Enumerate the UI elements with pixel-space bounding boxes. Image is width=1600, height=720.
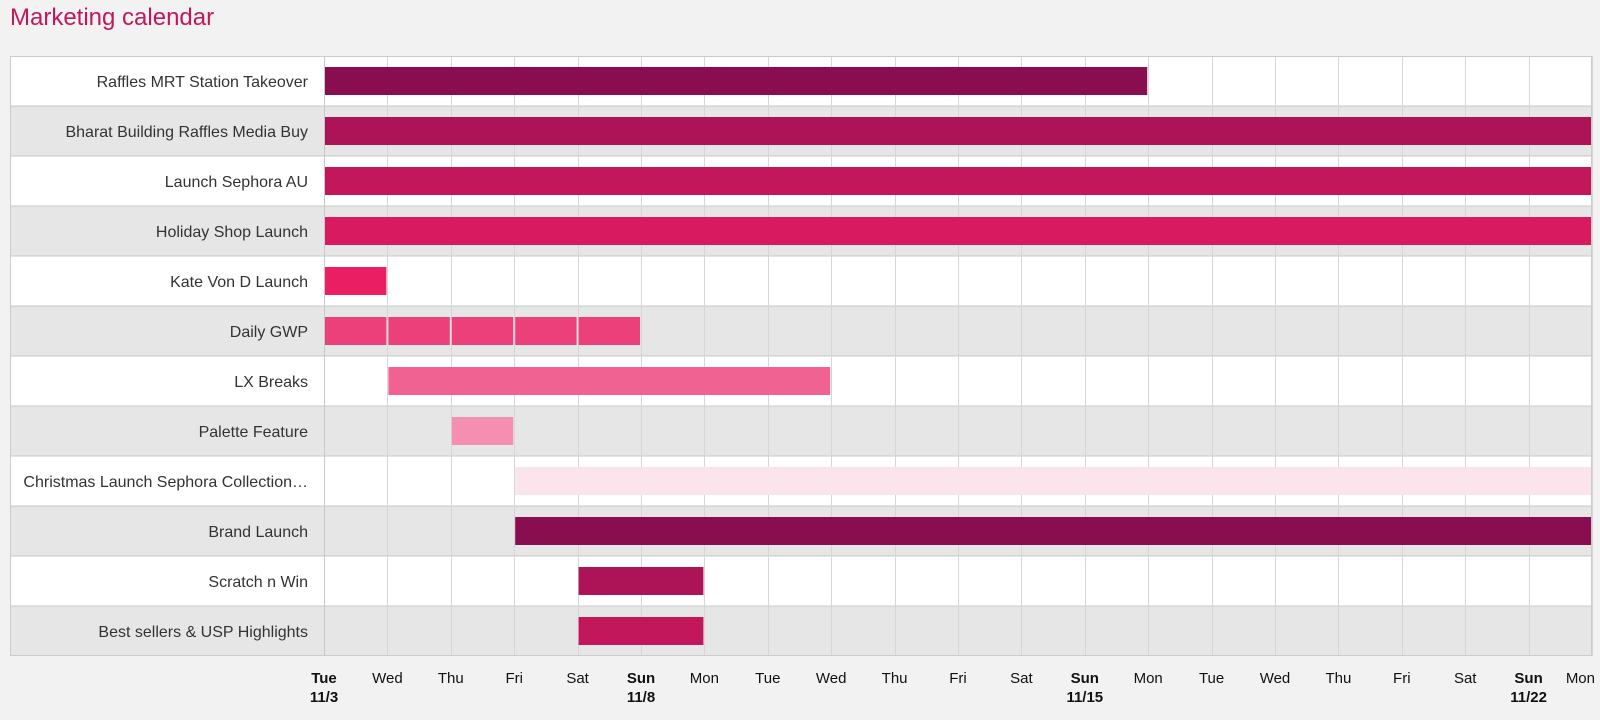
row-label: Brand Launch <box>208 524 308 541</box>
x-tick-day: Fri <box>1393 670 1411 687</box>
x-tick-day: Wed <box>816 670 847 687</box>
x-tick-day: Tue <box>311 670 337 687</box>
task-bar[interactable] <box>325 67 1148 95</box>
x-tick-day: Thu <box>882 670 908 687</box>
task-bar[interactable] <box>325 217 1591 245</box>
page-title: Marketing calendar <box>10 4 215 31</box>
x-tick-day: Sun <box>1071 670 1099 687</box>
row-background <box>10 306 1592 356</box>
row-label: Raffles MRT Station Takeover <box>97 74 309 91</box>
task-bar[interactable] <box>325 317 387 345</box>
x-tick-date: 11/22 <box>1510 689 1547 706</box>
row-label: Holiday Shop Launch <box>156 224 308 241</box>
task-bar[interactable] <box>325 167 1591 195</box>
row-label: Daily GWP <box>230 324 308 341</box>
row-label: Launch Sephora AU <box>165 174 308 191</box>
x-tick-date: 11/3 <box>310 689 338 706</box>
x-tick-day: Wed <box>372 670 403 687</box>
x-tick-day: Thu <box>438 670 464 687</box>
x-tick-day: Sun <box>627 670 655 687</box>
x-tick-day: Mon <box>1134 670 1163 687</box>
row-labels: Raffles MRT Station Takeover Bharat Build… <box>23 74 308 641</box>
x-tick-date: 11/15 <box>1066 689 1103 706</box>
task-bar[interactable] <box>515 467 1592 495</box>
task-bar[interactable] <box>515 317 577 345</box>
x-tick-day: Fri <box>949 670 967 687</box>
row-label: Scratch n Win <box>208 574 308 591</box>
x-tick-day: Sat <box>1010 670 1033 687</box>
x-tick-day: Sun <box>1514 670 1542 687</box>
grid-lines <box>324 56 1593 656</box>
row-label: Christmas Launch Sephora Collection… <box>23 474 308 491</box>
row-label: LX Breaks <box>234 374 308 391</box>
task-bar[interactable] <box>388 317 450 345</box>
task-bar[interactable] <box>578 567 704 595</box>
row-background <box>10 606 1592 656</box>
x-tick-day: Mon <box>690 670 719 687</box>
row-background <box>10 556 1592 606</box>
x-axis-ticks: Tue 11/3 Wed Thu Fri Sat Sun 11/8 Mon Tue Wed Thu Fr… <box>310 670 1595 706</box>
x-tick-day: Tue <box>755 670 780 687</box>
row-background <box>10 256 1592 306</box>
x-tick-day: Thu <box>1325 670 1351 687</box>
task-bar[interactable] <box>578 617 704 645</box>
task-bar[interactable] <box>325 117 1591 145</box>
task-bar[interactable] <box>451 317 514 345</box>
row-label: Palette Feature <box>199 424 309 441</box>
x-tick-day: Sat <box>1454 670 1477 687</box>
chart-frame <box>10 56 1592 656</box>
x-tick-day: Wed <box>1260 670 1291 687</box>
x-tick-day: Mon <box>1566 670 1595 687</box>
task-bar[interactable] <box>515 517 1592 545</box>
task-bar[interactable] <box>388 367 831 395</box>
x-tick-day: Fri <box>505 670 523 687</box>
row-backgrounds <box>10 56 1592 656</box>
row-label: Kate Von D Launch <box>170 274 308 291</box>
x-tick-date: 11/8 <box>627 689 655 706</box>
x-tick-day: Sat <box>566 670 589 687</box>
x-tick-day: Tue <box>1199 670 1224 687</box>
row-label: Bharat Building Raffles Media Buy <box>65 124 308 141</box>
task-bar[interactable] <box>325 267 387 295</box>
row-background <box>10 406 1592 456</box>
row-label: Best sellers & USP Highlights <box>98 624 308 641</box>
task-bar[interactable] <box>451 417 514 445</box>
task-bar[interactable] <box>578 317 640 345</box>
task-bars <box>325 67 1592 645</box>
